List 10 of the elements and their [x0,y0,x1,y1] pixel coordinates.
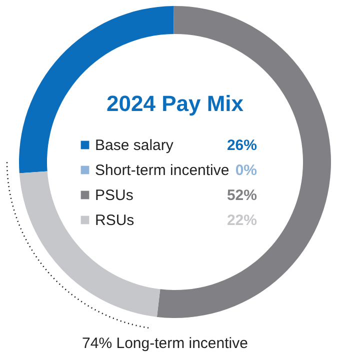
data-label: 26% [226,137,257,154]
legend-label: Base salary [95,137,174,154]
text: 0% [235,162,257,179]
text: 2024 Pay Mix [106,91,244,116]
data-label: 22% [226,212,257,229]
text: 74% Long-term incentive [82,335,248,352]
data-label: 52% [226,187,257,204]
legend-label: Short-term incentive [95,162,230,179]
legend-label: RSUs [95,212,134,229]
legend-label: PSUs [95,187,134,204]
